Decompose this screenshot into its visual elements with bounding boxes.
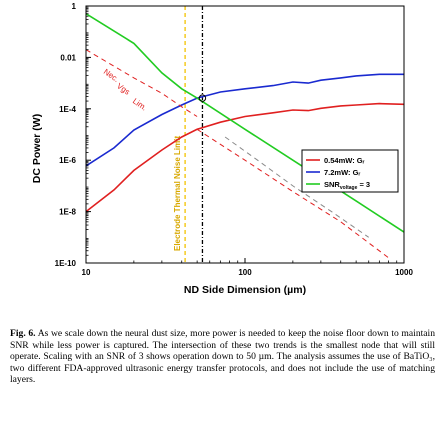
y-tick-label-4: 1E-8: [59, 208, 76, 217]
series-line-1: [85, 73, 404, 167]
series-line-3: [85, 49, 198, 117]
legend-label-2: SNRvoltage = 3: [324, 180, 370, 191]
vertical-line-label-0: Electrode Thermal Noise Limit: [173, 136, 182, 251]
x-axis-title: ND Side Dimension (µm): [184, 284, 306, 296]
series-line-5: [224, 136, 369, 238]
chart-canvas: Electrode Thermal Noise Limit 10.011E-41…: [31, 2, 414, 296]
x-tick-label-1: 100: [238, 268, 252, 277]
legend: 0.54mW: Gᵣ 7.2mW: Gᵣ SNRvoltage = 3: [301, 149, 399, 193]
y-tick-label-1: 0.01: [60, 53, 76, 62]
y-tick-label-5: 1E-10: [55, 259, 77, 268]
legend-label-1: 7.2mW: Gᵣ: [324, 168, 360, 177]
legend-box: [301, 149, 399, 193]
figure-caption: Fig. 6. As we scale down the neural dust…: [10, 328, 435, 386]
y-axis-title: DC Power (W): [31, 114, 43, 183]
tick-layer: 1 0.01 1E-4 1E-6 1E-8 1E-10 10 100 1000: [55, 2, 414, 277]
figure-label: Fig. 6.: [10, 328, 36, 339]
y-tick-label-2: 1E-4: [59, 105, 76, 114]
series-line-0: [85, 102, 405, 213]
power-scaling-chart: Electrode Thermal Noise Limit 1 0.01 1E-4 1…: [31, 2, 414, 296]
y-tick-label-0: 1: [72, 2, 77, 11]
legend-label-0: 0.54mW: Gᵣ: [324, 156, 365, 165]
intersection-marker: [198, 94, 207, 102]
plot-area: [86, 6, 404, 263]
series-line-4: [196, 128, 389, 259]
marker-layer: [198, 94, 207, 102]
caption-text: As we scale down the neural dust size, m…: [10, 328, 435, 386]
y-tick-label-3: 1E-6: [59, 156, 76, 165]
x-tick-label-2: 1000: [395, 268, 413, 277]
x-tick-label-0: 10: [82, 268, 91, 277]
